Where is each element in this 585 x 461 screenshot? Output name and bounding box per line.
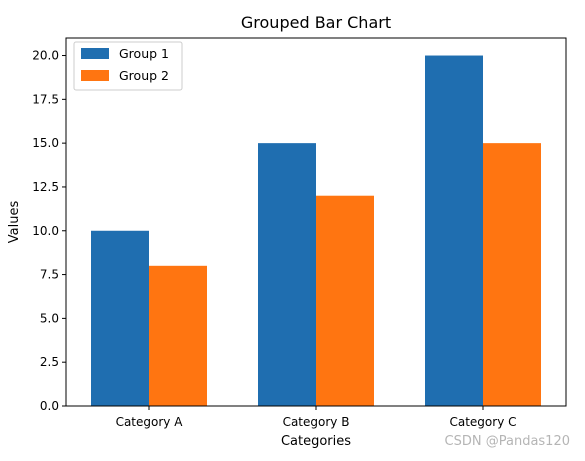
y-tick-label: 20.0 (32, 49, 59, 63)
y-axis: 0.0 2.5 5.0 7.5 10.0 12.5 15.0 17.5 20.0 (32, 49, 66, 413)
y-tick-label: 2.5 (40, 355, 59, 369)
chart-title: Grouped Bar Chart (241, 13, 391, 32)
y-tick-label: 12.5 (32, 180, 59, 194)
bar-group-2-category-a (149, 265, 207, 406)
bar-group-1-category-c (425, 55, 483, 407)
bar-group-1-category-a (91, 230, 149, 406)
bar-group-2-category-b (316, 195, 374, 406)
watermark-text: CSDN @Pandas120 (445, 434, 570, 449)
y-tick-label: 15.0 (32, 136, 59, 150)
legend-swatch (81, 48, 109, 59)
legend-label: Group 1 (119, 46, 169, 61)
bar-group-2-category-c (483, 143, 541, 406)
x-tick-label: Category A (116, 415, 184, 429)
legend: Group 1 Group 2 (73, 41, 183, 91)
y-tick-label: 10.0 (32, 224, 59, 238)
x-tick-label: Category C (449, 415, 516, 429)
y-tick-label: 0.0 (40, 399, 59, 413)
x-tick-label: Category B (283, 415, 350, 429)
y-axis-label: Values (7, 201, 22, 244)
bars-layer (91, 55, 541, 407)
y-tick-label: 5.0 (40, 311, 59, 325)
legend-label: Group 2 (119, 68, 169, 83)
y-tick-label: 7.5 (40, 268, 59, 282)
y-tick-label: 17.5 (32, 92, 59, 106)
x-axis: Category A Category B Category C (116, 406, 517, 429)
bar-group-1-category-b (258, 143, 316, 406)
x-axis-label: Categories (281, 434, 351, 449)
legend-swatch (81, 70, 109, 81)
